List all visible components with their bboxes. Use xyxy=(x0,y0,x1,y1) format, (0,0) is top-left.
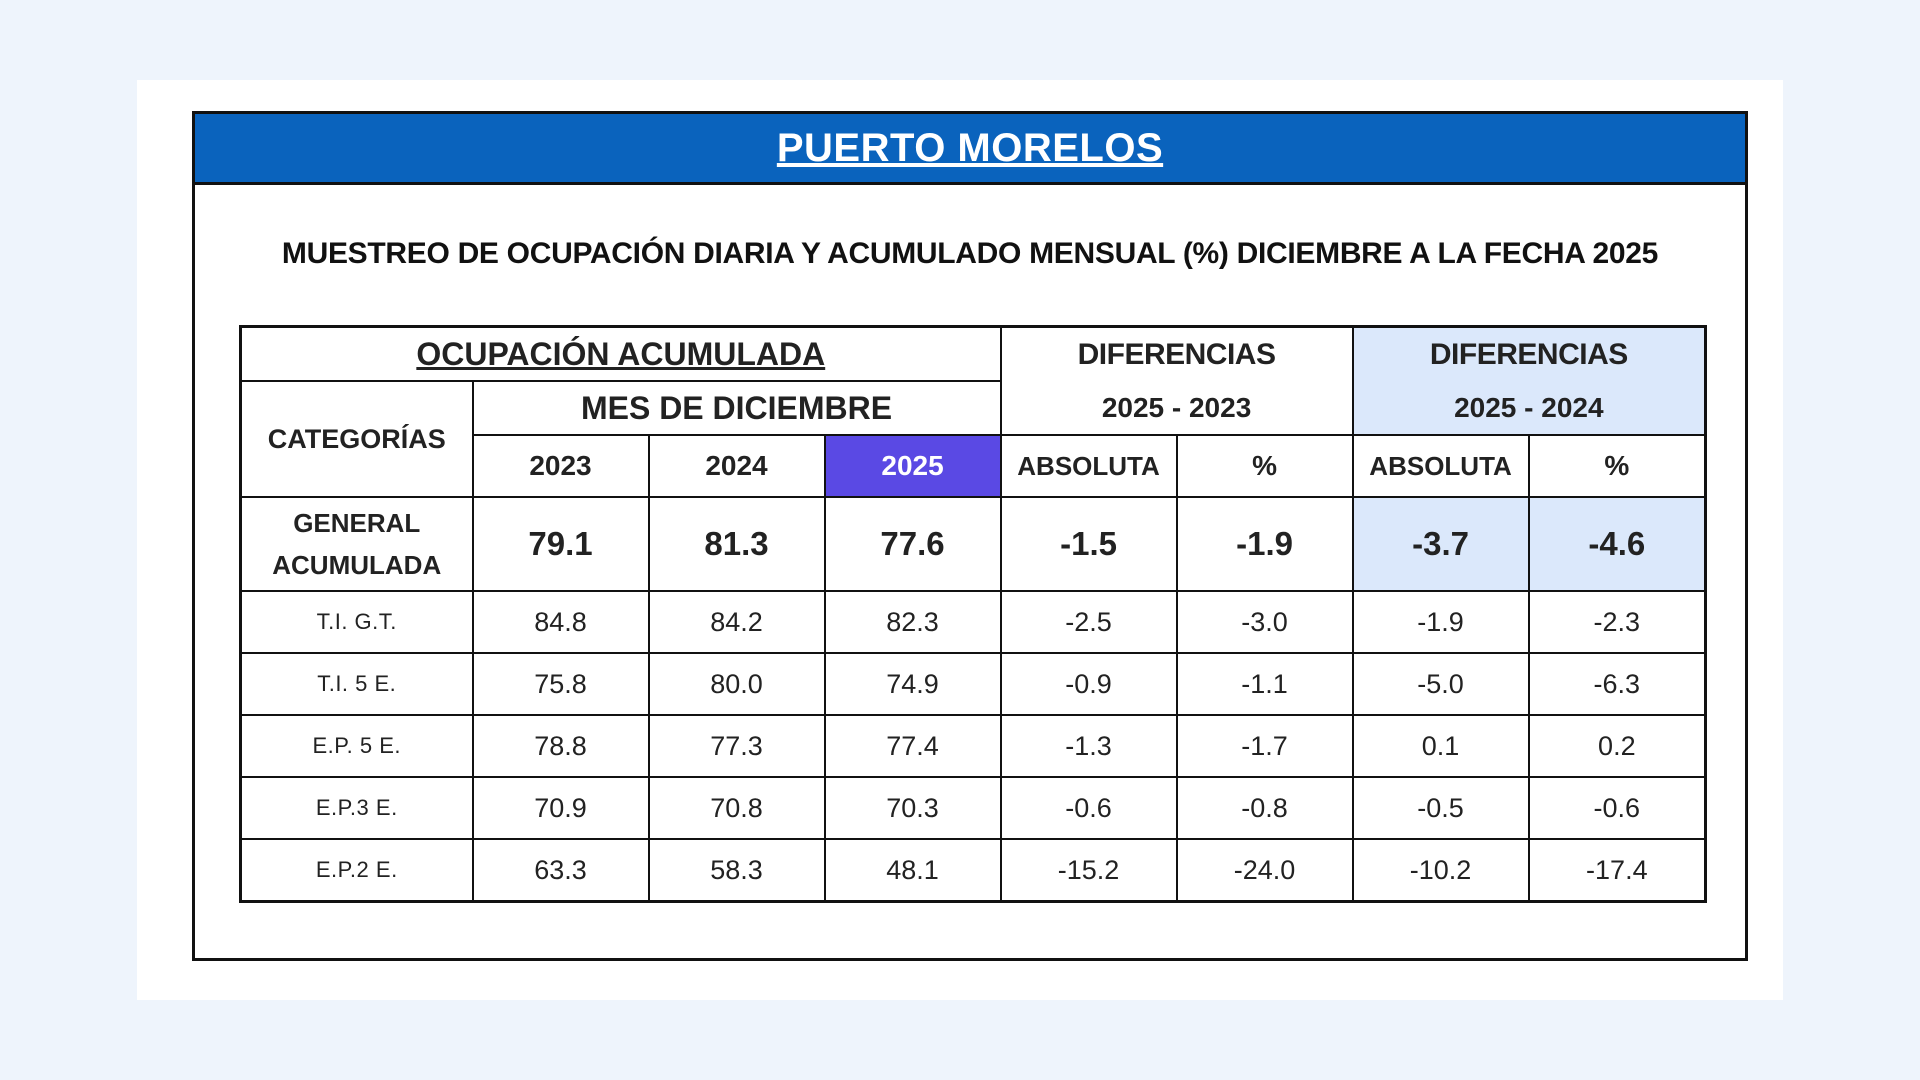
category-cell: E.P.2 E. xyxy=(239,838,474,903)
value-cell: 77.3 xyxy=(647,714,826,778)
diff1-percent-header: % xyxy=(1175,434,1354,498)
value-cell: -24.0 xyxy=(1175,838,1354,903)
group-header: OCUPACIÓN ACUMULADA xyxy=(239,325,1002,382)
banner-title: PUERTO MORELOS xyxy=(776,125,1164,170)
value-cell: 58.3 xyxy=(647,838,826,903)
general-2025: 77.6 xyxy=(823,496,1002,592)
value-cell: 78.8 xyxy=(471,714,650,778)
general-row: GENERAL ACUMULADA 79.1 81.3 77.6 -1.5 -1… xyxy=(239,496,1707,592)
header-row-1: OCUPACIÓN ACUMULADA DIFERENCIAS DIFERENC… xyxy=(239,325,1707,382)
value-cell: -1.7 xyxy=(1175,714,1354,778)
report-frame: PUERTO MORELOS MUESTREO DE OCUPACIÓN DIA… xyxy=(192,111,1748,961)
month-header: MES DE DICIEMBRE xyxy=(471,380,1002,436)
year-2024-header: 2024 xyxy=(647,434,826,498)
report-card: PUERTO MORELOS MUESTREO DE OCUPACIÓN DIA… xyxy=(137,80,1783,1000)
value-cell: 80.0 xyxy=(647,652,826,716)
value-cell: 74.9 xyxy=(823,652,1002,716)
general-label-line2: ACUMULADA xyxy=(272,550,442,580)
table-row: T.I. 5 E. 75.8 80.0 74.9 -0.9 -1.1 -5.0 … xyxy=(239,652,1707,716)
diff2-title: DIFERENCIAS xyxy=(1351,325,1707,381)
table-row: E.P.2 E. 63.3 58.3 48.1 -15.2 -24.0 -10.… xyxy=(239,838,1707,903)
table-row: E.P. 5 E. 78.8 77.3 77.4 -1.3 -1.7 0.1 0… xyxy=(239,714,1707,778)
report-subtitle: MUESTREO DE OCUPACIÓN DIARIA Y ACUMULADO… xyxy=(281,237,1659,270)
value-cell: 0.2 xyxy=(1527,714,1707,778)
general-diff1-percent: -1.9 xyxy=(1175,496,1354,592)
general-2023: 79.1 xyxy=(471,496,650,592)
value-cell: -0.9 xyxy=(999,652,1178,716)
value-cell: 82.3 xyxy=(823,590,1002,654)
category-cell: T.I. 5 E. xyxy=(239,652,474,716)
value-cell: -1.1 xyxy=(1175,652,1354,716)
general-diff2-absolute: -3.7 xyxy=(1351,496,1530,592)
value-cell: -0.6 xyxy=(999,776,1178,840)
value-cell: -17.4 xyxy=(1527,838,1707,903)
value-cell: 84.8 xyxy=(471,590,650,654)
general-diff1-absolute: -1.5 xyxy=(999,496,1178,592)
value-cell: -2.3 xyxy=(1527,590,1707,654)
value-cell: -0.5 xyxy=(1351,776,1530,840)
category-cell: E.P.3 E. xyxy=(239,776,474,840)
value-cell: -15.2 xyxy=(999,838,1178,903)
table-row: E.P.3 E. 70.9 70.8 70.3 -0.6 -0.8 -0.5 -… xyxy=(239,776,1707,840)
general-diff2-percent: -4.6 xyxy=(1527,496,1707,592)
value-cell: 70.3 xyxy=(823,776,1002,840)
title-banner: PUERTO MORELOS xyxy=(195,114,1745,185)
categories-header: CATEGORÍAS xyxy=(239,380,474,498)
occupancy-table: OCUPACIÓN ACUMULADA DIFERENCIAS DIFERENC… xyxy=(239,325,1708,903)
diff2-subtitle: 2025 - 2024 xyxy=(1351,381,1707,436)
value-cell: 75.8 xyxy=(471,652,650,716)
value-cell: -10.2 xyxy=(1351,838,1530,903)
diff1-absolute-header: ABSOLUTA xyxy=(999,434,1178,498)
category-cell: T.I. G.T. xyxy=(239,590,474,654)
value-cell: 77.4 xyxy=(823,714,1002,778)
value-cell: 84.2 xyxy=(647,590,826,654)
header-row-2: CATEGORÍAS MES DE DICIEMBRE 2025 - 2023 … xyxy=(239,380,1707,498)
value-cell: -6.3 xyxy=(1527,652,1707,716)
value-cell: -2.5 xyxy=(999,590,1178,654)
table-row: T.I. G.T. 84.8 84.2 82.3 -2.5 -3.0 -1.9 … xyxy=(239,590,1707,654)
diff1-title: DIFERENCIAS xyxy=(999,325,1354,381)
diff2-percent-header: % xyxy=(1527,434,1707,498)
value-cell: -0.6 xyxy=(1527,776,1707,840)
value-cell: 70.9 xyxy=(471,776,650,840)
header-row-3: 2023 2024 2025 ABSOLUTA % ABSOLUTA % xyxy=(241,434,1707,498)
value-cell: -5.0 xyxy=(1351,652,1530,716)
general-label-line1: GENERAL xyxy=(293,508,421,538)
general-2024: 81.3 xyxy=(647,496,826,592)
value-cell: -0.8 xyxy=(1175,776,1354,840)
category-cell: E.P. 5 E. xyxy=(239,714,474,778)
value-cell: -1.3 xyxy=(999,714,1178,778)
diff2-absolute-header: ABSOLUTA xyxy=(1351,434,1530,498)
value-cell: 63.3 xyxy=(471,838,650,903)
year-2025-header: 2025 xyxy=(823,434,1002,498)
diff1-subtitle: 2025 - 2023 xyxy=(999,381,1354,436)
year-2023-header: 2023 xyxy=(471,434,650,498)
value-cell: 48.1 xyxy=(823,838,1002,903)
general-label: GENERAL ACUMULADA xyxy=(239,496,474,592)
value-cell: 0.1 xyxy=(1351,714,1530,778)
value-cell: -3.0 xyxy=(1175,590,1354,654)
value-cell: -1.9 xyxy=(1351,590,1530,654)
value-cell: 70.8 xyxy=(647,776,826,840)
